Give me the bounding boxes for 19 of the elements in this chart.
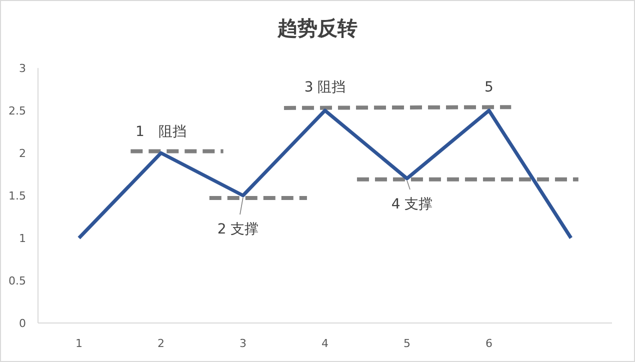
y-tick-label: 1 [19, 232, 26, 245]
annotation: 1 阻挡 [136, 124, 186, 140]
y-tick-label: 1.5 [8, 190, 26, 202]
y-tick-label: 0 [19, 317, 26, 330]
annotation: 3 阻挡 [304, 80, 346, 96]
annotation: 5 [484, 80, 494, 96]
y-tick-label: 2.5 [8, 104, 26, 118]
x-tick-label: 4 [322, 337, 328, 350]
x-tick-label: 2 [158, 337, 164, 350]
annotation: 2 支撑 [217, 222, 259, 238]
x-tick-label: 6 [486, 337, 492, 350]
x-tick-label: 1 [76, 337, 82, 350]
y-tick-label: 0.5 [8, 274, 26, 288]
x-tick-label: 5 [404, 337, 410, 350]
chart-title: 趋势反转 [276, 16, 358, 40]
y-tick-label: 2 [19, 147, 26, 160]
y-tick-label: 3 [19, 62, 26, 75]
x-tick-label: 3 [240, 337, 246, 350]
annotation: 4 支撑 [391, 196, 433, 212]
